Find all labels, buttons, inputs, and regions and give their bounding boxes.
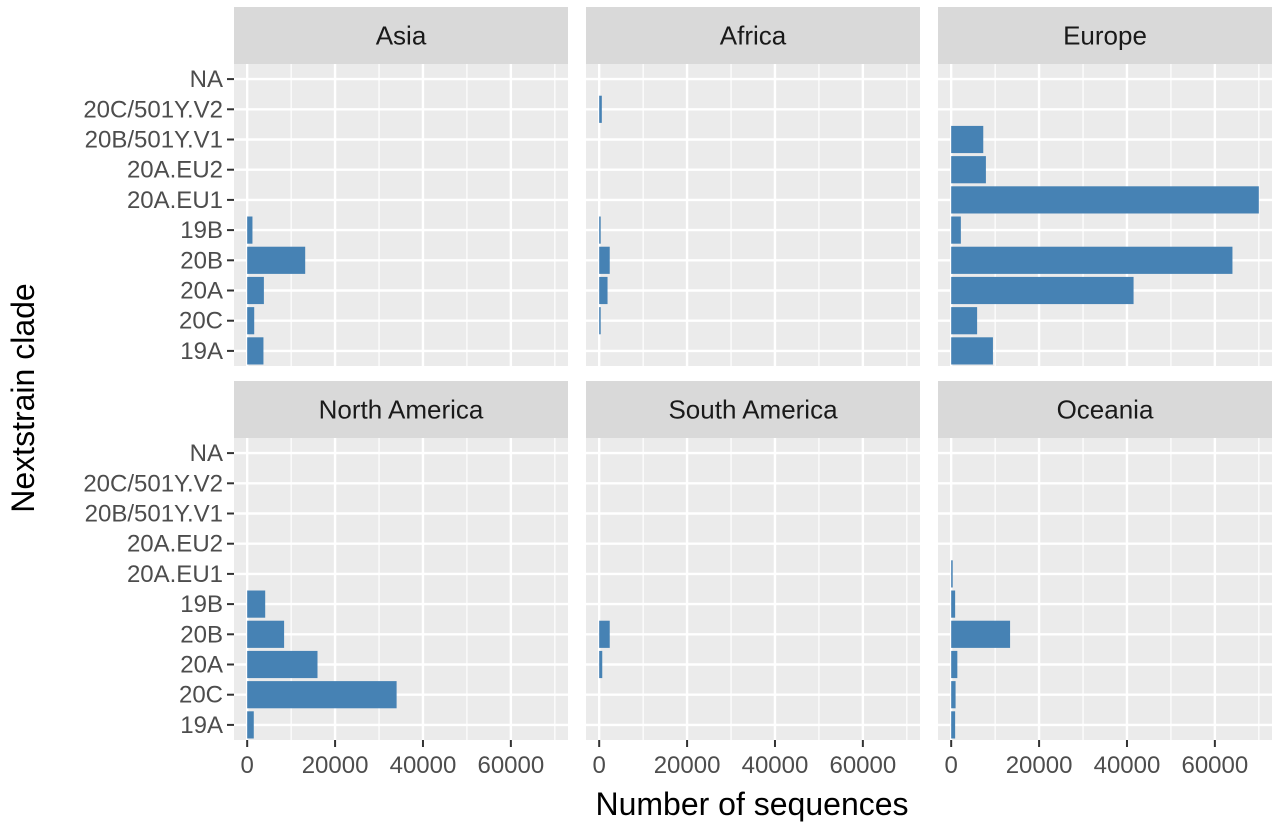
strip-label-south-america: South America	[668, 395, 838, 425]
bar-north-america-19b	[247, 590, 266, 618]
y-tick-label-20a: 20A	[180, 278, 223, 305]
y-tick-label-20c: 20C	[179, 308, 223, 335]
y-tick-label-19b: 19B	[180, 591, 223, 618]
bar-oceania-20a-eu1	[951, 560, 953, 588]
bar-asia-20a	[247, 276, 264, 305]
panel-background-africa	[586, 64, 920, 366]
bar-africa-20b	[599, 246, 610, 274]
y-tick-label-20a-eu2: 20A.EU2	[127, 157, 223, 184]
bar-oceania-19a	[951, 711, 956, 739]
strip-label-asia: Asia	[376, 21, 427, 51]
bar-europe-20a-eu2	[951, 156, 986, 184]
bar-africa-20c	[599, 307, 601, 335]
y-axis-title: Nextstrain clade	[5, 283, 41, 512]
bar-asia-20c	[247, 307, 255, 335]
y-tick-label-20a-eu2: 20A.EU2	[127, 531, 223, 558]
x-tick-label: 0	[593, 752, 606, 779]
bar-asia-20b	[247, 246, 306, 274]
y-tick-label-20c-501y-v2: 20C/501Y.V2	[83, 96, 223, 123]
bar-africa-19b	[599, 216, 601, 244]
strip-label-europe: Europe	[1063, 21, 1147, 51]
y-tick-label-20a-eu1: 20A.EU1	[127, 187, 223, 214]
y-tick-label-20b-501y-v1: 20B/501Y.V1	[85, 127, 223, 154]
bar-oceania-19b	[951, 590, 956, 618]
bar-oceania-20c	[951, 681, 956, 709]
bar-oceania-20a	[951, 650, 958, 679]
bar-north-america-20b	[247, 620, 285, 648]
x-tick-label: 60000	[1181, 752, 1248, 779]
strip-europe	[938, 7, 1272, 64]
bar-oceania-20b	[951, 620, 1011, 648]
panel-europe: Europe	[938, 7, 1272, 366]
bar-south-america-20b	[599, 620, 610, 648]
x-tick-label: 40000	[742, 752, 809, 779]
strip-label-north-america: North America	[319, 395, 484, 425]
panel-south-america: South America 0 20000 40000 60000	[586, 381, 920, 779]
y-tick-label-19b: 19B	[180, 217, 223, 244]
panel-oceania: Oceania 0 20000 40000 60000	[938, 381, 1272, 779]
x-tick-label: 0	[945, 752, 958, 779]
bar-north-america-20c	[247, 681, 397, 709]
bar-europe-20b	[951, 246, 1233, 274]
bar-africa-20a	[599, 276, 608, 305]
bar-europe-20a-eu1	[951, 186, 1259, 214]
bar-asia-19b	[247, 216, 253, 244]
bar-europe-20a	[951, 276, 1134, 305]
x-axis-title: Number of sequences	[595, 786, 908, 822]
bar-africa-20c-501y-v2	[599, 95, 602, 123]
bar-europe-20b-501y-v1	[951, 125, 984, 154]
strip-north-america	[234, 381, 568, 438]
x-tick-label: 60000	[829, 752, 896, 779]
y-tick-label-20a: 20A	[180, 652, 223, 679]
x-tick-label: 20000	[654, 752, 721, 779]
facet-panels: Asia NA 20C/501Y.V2 20B/501Y.V1 20A.EU2 20A.E…	[83, 7, 1272, 779]
panel-background-oceania	[938, 438, 1272, 740]
strip-asia	[234, 7, 568, 64]
x-tick-label: 40000	[390, 752, 457, 779]
x-tick-label: 20000	[302, 752, 369, 779]
y-tick-label-20c: 20C	[179, 682, 223, 709]
strip-africa	[586, 7, 920, 64]
panel-background-europe	[938, 64, 1272, 366]
y-tick-label-na: NA	[190, 66, 223, 93]
x-tick-label: 60000	[477, 752, 544, 779]
x-tick-label: 0	[241, 752, 254, 779]
bar-europe-20c	[951, 307, 978, 335]
bar-north-america-20a	[247, 650, 318, 679]
panel-asia: Asia NA 20C/501Y.V2 20B/501Y.V1 20A.EU2 20A.E…	[83, 7, 568, 366]
panel-background-asia	[234, 64, 568, 366]
strip-south-america	[586, 381, 920, 438]
y-tick-label-20b: 20B	[180, 621, 223, 648]
bar-asia-19a	[247, 337, 264, 365]
y-tick-label-20c-501y-v2: 20C/501Y.V2	[83, 470, 223, 497]
y-tick-label-19a: 19A	[180, 338, 223, 365]
bar-europe-19a	[951, 337, 993, 365]
x-tick-label: 20000	[1006, 752, 1073, 779]
panel-north-america: North America NA 20C/501Y.V2 20B/501Y.V1 20A…	[83, 381, 568, 779]
y-tick-label-na: NA	[190, 440, 223, 467]
y-tick-label-20a-eu1: 20A.EU1	[127, 561, 223, 588]
bar-europe-19b	[951, 216, 961, 244]
y-tick-label-20b: 20B	[180, 247, 223, 274]
bar-south-america-20a	[599, 650, 603, 679]
panel-africa: Africa	[586, 7, 920, 366]
x-tick-label: 40000	[1094, 752, 1161, 779]
y-tick-label-19a: 19A	[180, 712, 223, 739]
strip-label-africa: Africa	[720, 21, 787, 51]
strip-oceania	[938, 381, 1272, 438]
strip-label-oceania: Oceania	[1057, 395, 1154, 425]
panel-background-south-america	[586, 438, 920, 740]
y-tick-label-20b-501y-v1: 20B/501Y.V1	[85, 501, 223, 528]
bar-north-america-19a	[247, 711, 254, 739]
